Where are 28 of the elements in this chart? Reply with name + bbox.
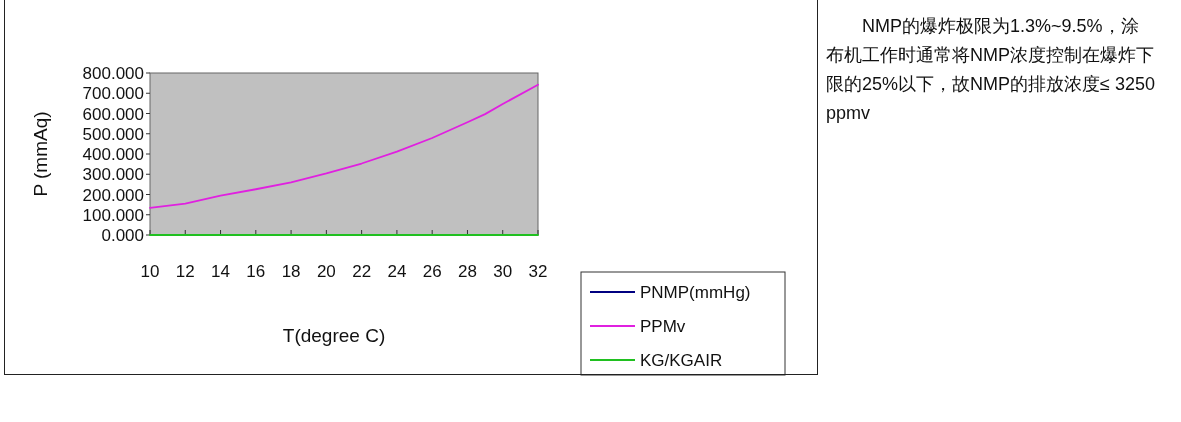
x-axis-title: T(degree C)	[282, 325, 386, 346]
y-tick-label: 700.000	[82, 84, 144, 104]
legend-label: PPMv	[640, 317, 686, 336]
y-tick-label: 500.000	[82, 124, 144, 144]
y-axis-title: P (mmAq)	[30, 111, 51, 197]
y-tick-label: 200.000	[82, 185, 144, 205]
y-tick-label: 300.000	[82, 165, 144, 185]
x-tick-label: 32	[528, 262, 548, 281]
x-tick-label: 26	[422, 262, 442, 281]
x-tick-label: 14	[211, 262, 231, 281]
y-tick-label: 100.000	[82, 205, 144, 225]
x-tick-label: 12	[175, 262, 195, 281]
x-tick-label: 16	[246, 262, 266, 281]
y-tick-label: 600.000	[82, 104, 144, 124]
y-tick-label: 400.000	[82, 145, 144, 164]
x-tick-label: 24	[387, 262, 407, 281]
legend-label: KG/KGAIR	[640, 351, 723, 370]
x-tick-label: 20	[316, 262, 336, 281]
x-tick-label: 30	[493, 262, 513, 281]
x-tick-label: 28	[457, 262, 477, 281]
line-series	[149, 83, 539, 209]
x-tick-label: 22	[352, 262, 372, 281]
legend-label: PNMP(mmHg)	[640, 283, 751, 302]
y-tick-label: 800.000	[82, 64, 144, 83]
text: NMP的爆炸极限为1.3%~9.5%，涂布机工作时通常将NMP浓度控制在爆炸下限的25%以下，故NMP的排放浓度≤ 3250ppmv	[826, 15, 1156, 125]
x-tick-label: 18	[281, 262, 301, 281]
x-tick-label: 10	[140, 262, 160, 281]
y-tick-label: 0.000	[101, 226, 144, 245]
